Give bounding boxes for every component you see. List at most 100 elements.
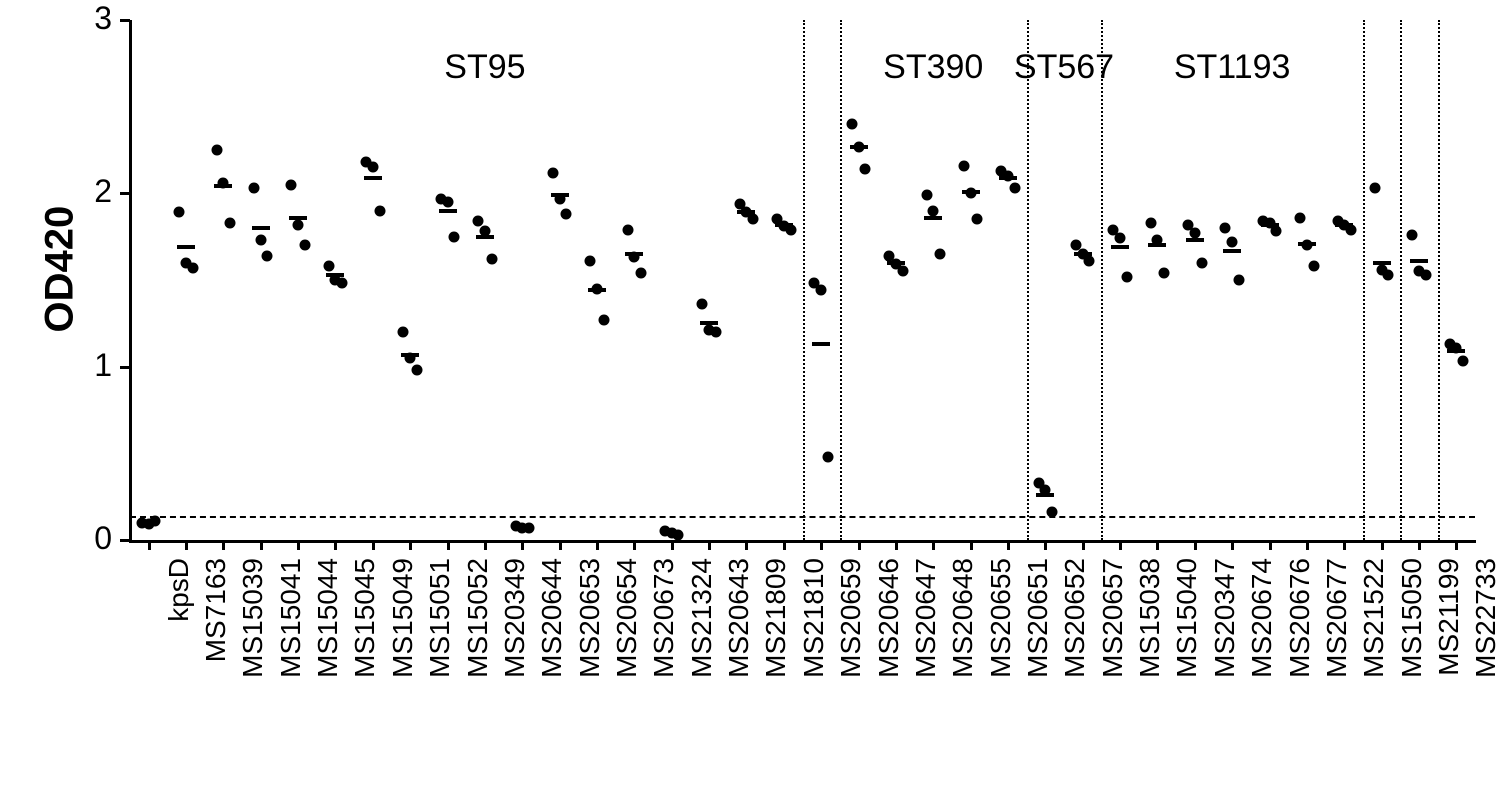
data-point — [1308, 261, 1319, 272]
x-tick-label: MS20657 — [1097, 558, 1129, 758]
y-tick — [120, 19, 130, 22]
x-tick — [858, 540, 861, 550]
x-tick-label: MS20655 — [985, 558, 1017, 758]
group-separator — [1027, 20, 1029, 540]
x-tick-label: MS15052 — [462, 558, 494, 758]
x-tick — [932, 540, 935, 550]
data-point — [921, 190, 932, 201]
x-tick — [521, 540, 524, 550]
group-separator — [840, 20, 842, 540]
mean-bar — [924, 216, 942, 220]
data-point — [337, 278, 348, 289]
x-tick-label: MS15044 — [312, 558, 344, 758]
x-tick — [334, 540, 337, 550]
x-tick — [1418, 540, 1421, 550]
data-point — [748, 214, 759, 225]
data-point — [1121, 271, 1132, 282]
y-tick — [120, 539, 130, 542]
x-tick-label: MS20644 — [536, 558, 568, 758]
data-point — [1369, 183, 1380, 194]
data-point — [622, 224, 633, 235]
data-point — [1227, 236, 1238, 247]
data-point — [592, 283, 603, 294]
data-point — [218, 177, 229, 188]
x-tick — [633, 540, 636, 550]
data-point — [449, 231, 460, 242]
x-tick — [1007, 540, 1010, 550]
x-tick-label: MS21522 — [1358, 558, 1390, 758]
group-separator — [1400, 20, 1402, 540]
data-point — [255, 235, 266, 246]
mean-bar — [1186, 238, 1204, 242]
x-tick — [1306, 540, 1309, 550]
mean-bar — [364, 176, 382, 180]
y-tick — [120, 192, 130, 195]
x-tick-label: MS20643 — [723, 558, 755, 758]
x-tick-label: MS21809 — [760, 558, 792, 758]
data-point — [286, 179, 297, 190]
x-tick-label: MS15041 — [275, 558, 307, 758]
mean-bar — [252, 226, 270, 230]
data-point — [547, 167, 558, 178]
data-point — [367, 162, 378, 173]
data-point — [262, 250, 273, 261]
data-point — [1152, 235, 1163, 246]
data-point — [1047, 507, 1058, 518]
x-tick — [484, 540, 487, 550]
x-tick — [1119, 540, 1122, 550]
y-axis-title: OD420 — [38, 233, 83, 333]
x-tick-label: MS15050 — [1396, 558, 1428, 758]
data-point — [554, 193, 565, 204]
x-tick-label: MS15040 — [1171, 558, 1203, 758]
x-tick — [596, 540, 599, 550]
x-tick-label: MS15045 — [349, 558, 381, 758]
data-point — [1301, 240, 1312, 251]
x-tick — [1044, 540, 1047, 550]
data-point — [374, 205, 385, 216]
data-point — [1002, 171, 1013, 182]
data-point — [1271, 226, 1282, 237]
data-point — [1189, 228, 1200, 239]
x-tick-label: MS20652 — [1059, 558, 1091, 758]
data-point — [1196, 257, 1207, 268]
x-tick-label: MS15038 — [1134, 558, 1166, 758]
x-axis-line — [129, 540, 1476, 543]
x-tick-label: MS20676 — [1284, 558, 1316, 758]
data-point — [1040, 484, 1051, 495]
x-tick — [895, 540, 898, 550]
x-tick — [820, 540, 823, 550]
data-point — [249, 183, 260, 194]
x-tick-label: MS20654 — [611, 558, 643, 758]
x-tick — [148, 540, 151, 550]
x-tick-label: MS15039 — [237, 558, 269, 758]
x-tick-label: MS20673 — [648, 558, 680, 758]
x-tick-label: MS20646 — [873, 558, 905, 758]
x-tick — [970, 540, 973, 550]
x-tick — [372, 540, 375, 550]
data-point — [1451, 342, 1462, 353]
data-point — [299, 240, 310, 251]
data-point — [1407, 229, 1418, 240]
x-tick — [409, 540, 412, 550]
data-point — [1383, 269, 1394, 280]
data-point — [187, 262, 198, 273]
data-point — [816, 285, 827, 296]
x-tick — [447, 540, 450, 550]
x-tick-label: MS20674 — [1246, 558, 1278, 758]
data-point — [1233, 275, 1244, 286]
data-point — [1345, 224, 1356, 235]
x-tick — [1231, 540, 1234, 550]
y-tick — [120, 366, 130, 369]
x-tick — [1381, 540, 1384, 550]
data-point — [442, 197, 453, 208]
data-point — [822, 451, 833, 462]
x-tick-label: MS20347 — [1209, 558, 1241, 758]
x-tick — [222, 540, 225, 550]
mean-bar — [439, 209, 457, 213]
x-tick — [260, 540, 263, 550]
mean-bar — [1223, 249, 1241, 253]
mean-bar — [1410, 259, 1428, 263]
data-point — [860, 164, 871, 175]
data-point — [629, 252, 640, 263]
data-point — [965, 188, 976, 199]
